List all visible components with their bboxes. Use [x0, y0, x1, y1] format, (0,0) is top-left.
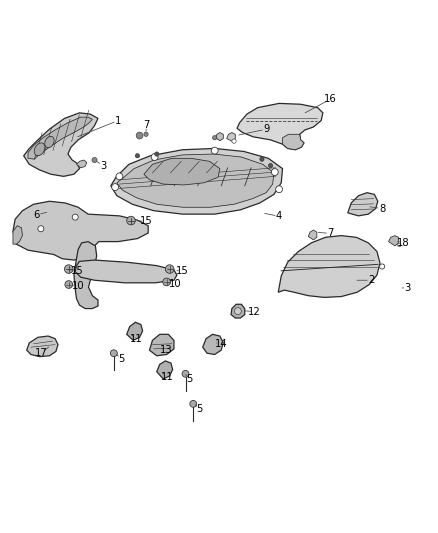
- Polygon shape: [74, 241, 98, 309]
- Circle shape: [166, 265, 174, 273]
- Circle shape: [380, 264, 385, 269]
- Text: 5: 5: [197, 405, 203, 415]
- Text: 17: 17: [35, 348, 47, 358]
- Text: 12: 12: [248, 306, 261, 317]
- Polygon shape: [127, 322, 143, 341]
- Circle shape: [38, 225, 44, 232]
- Circle shape: [72, 214, 78, 220]
- Circle shape: [144, 132, 148, 136]
- Polygon shape: [237, 103, 323, 150]
- Polygon shape: [13, 225, 22, 244]
- Text: 14: 14: [215, 339, 227, 349]
- Circle shape: [234, 308, 241, 314]
- Polygon shape: [215, 133, 223, 141]
- Polygon shape: [75, 260, 177, 283]
- Text: 1: 1: [115, 116, 121, 126]
- Circle shape: [182, 370, 189, 377]
- Polygon shape: [348, 192, 378, 216]
- Polygon shape: [149, 334, 174, 356]
- Text: 15: 15: [176, 266, 189, 276]
- Polygon shape: [227, 133, 235, 141]
- Circle shape: [110, 350, 117, 357]
- Circle shape: [232, 139, 236, 143]
- Circle shape: [260, 157, 264, 161]
- Text: 16: 16: [324, 94, 337, 104]
- Ellipse shape: [34, 143, 45, 156]
- Circle shape: [398, 244, 401, 247]
- Text: 4: 4: [276, 211, 282, 221]
- Ellipse shape: [45, 136, 54, 148]
- Circle shape: [64, 265, 73, 273]
- Polygon shape: [157, 361, 173, 379]
- Polygon shape: [13, 201, 148, 260]
- Circle shape: [268, 164, 272, 168]
- Circle shape: [276, 186, 283, 192]
- Circle shape: [190, 400, 197, 407]
- Polygon shape: [24, 113, 98, 176]
- Text: 3: 3: [405, 283, 411, 293]
- Text: 9: 9: [263, 124, 269, 134]
- Text: 7: 7: [143, 120, 149, 130]
- Circle shape: [127, 216, 135, 225]
- Text: 10: 10: [169, 279, 181, 289]
- Polygon shape: [231, 304, 245, 318]
- Circle shape: [65, 281, 73, 288]
- Polygon shape: [144, 158, 220, 185]
- Polygon shape: [117, 154, 274, 207]
- Text: 18: 18: [397, 238, 410, 248]
- Polygon shape: [203, 334, 223, 354]
- Circle shape: [92, 157, 97, 163]
- Text: 2: 2: [368, 275, 374, 285]
- Text: 11: 11: [161, 372, 174, 382]
- Text: 10: 10: [72, 281, 85, 291]
- Circle shape: [151, 154, 158, 160]
- Circle shape: [135, 154, 140, 158]
- Circle shape: [136, 132, 143, 139]
- Circle shape: [212, 135, 217, 140]
- Polygon shape: [389, 236, 399, 246]
- Circle shape: [112, 184, 119, 190]
- Text: 11: 11: [130, 335, 143, 344]
- Circle shape: [155, 152, 159, 156]
- Text: 15: 15: [140, 216, 152, 227]
- Text: 6: 6: [33, 210, 40, 220]
- Text: 3: 3: [100, 160, 106, 171]
- Polygon shape: [283, 134, 304, 150]
- Circle shape: [211, 147, 218, 154]
- Polygon shape: [27, 336, 58, 357]
- Circle shape: [272, 168, 278, 175]
- Text: 5: 5: [187, 374, 193, 384]
- Text: 7: 7: [328, 229, 334, 238]
- Polygon shape: [28, 117, 92, 159]
- Polygon shape: [111, 149, 283, 214]
- Text: 15: 15: [71, 266, 84, 276]
- Text: 8: 8: [379, 204, 385, 214]
- Circle shape: [163, 278, 170, 286]
- Polygon shape: [77, 160, 87, 168]
- Text: 5: 5: [118, 354, 124, 364]
- Circle shape: [116, 173, 123, 180]
- Text: 13: 13: [160, 345, 173, 355]
- Polygon shape: [308, 230, 317, 240]
- Polygon shape: [278, 236, 380, 297]
